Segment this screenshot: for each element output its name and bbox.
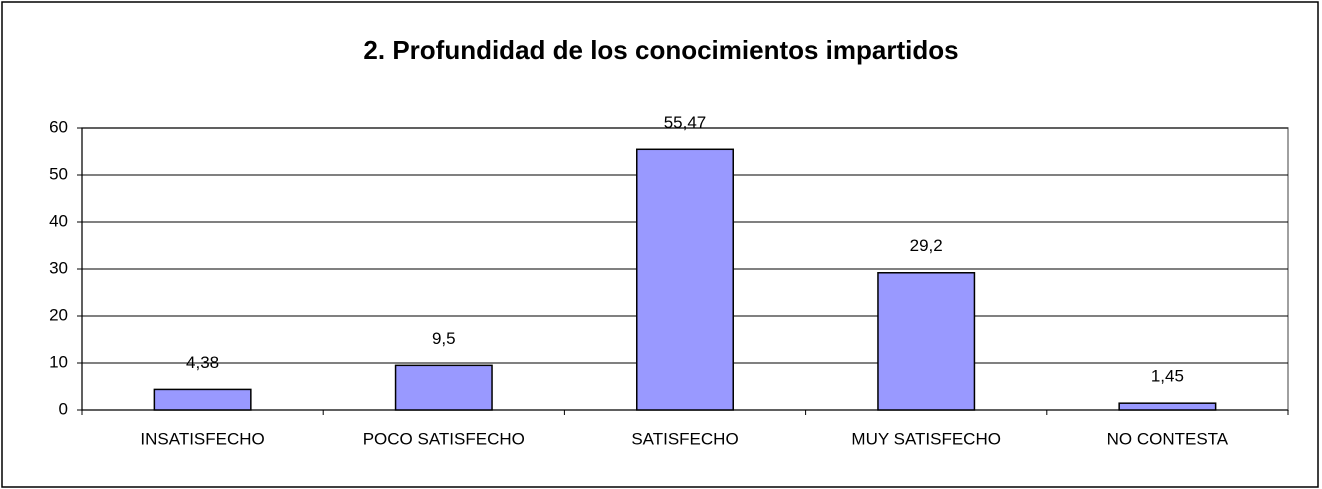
x-tick-label: INSATISFECHO	[140, 429, 264, 448]
y-tick-label: 40	[49, 211, 68, 230]
value-label: 4,38	[186, 353, 219, 372]
bar	[153, 388, 252, 411]
x-tick-label: POCO SATISFECHO	[363, 429, 525, 448]
chart-title: 2. Profundidad de los conocimientos impa…	[363, 35, 958, 65]
y-tick-label: 60	[49, 117, 68, 136]
x-tick-label: MUY SATISFECHO	[851, 429, 1001, 448]
y-tick-label: 50	[49, 164, 68, 183]
bar	[1118, 402, 1217, 411]
y-tick-label: 10	[49, 352, 68, 371]
bar	[877, 272, 976, 411]
value-label: 55,47	[664, 113, 707, 132]
y-tick-label: 20	[49, 305, 68, 324]
value-label: 9,5	[432, 329, 456, 348]
value-label: 1,45	[1151, 367, 1184, 386]
y-tick-label: 30	[49, 258, 68, 277]
x-tick-label: SATISFECHO	[631, 429, 738, 448]
y-tick-label: 0	[59, 399, 68, 418]
bar	[394, 364, 493, 411]
bar	[636, 148, 734, 411]
x-tick-label: NO CONTESTA	[1107, 429, 1229, 448]
value-label: 29,2	[910, 236, 943, 255]
